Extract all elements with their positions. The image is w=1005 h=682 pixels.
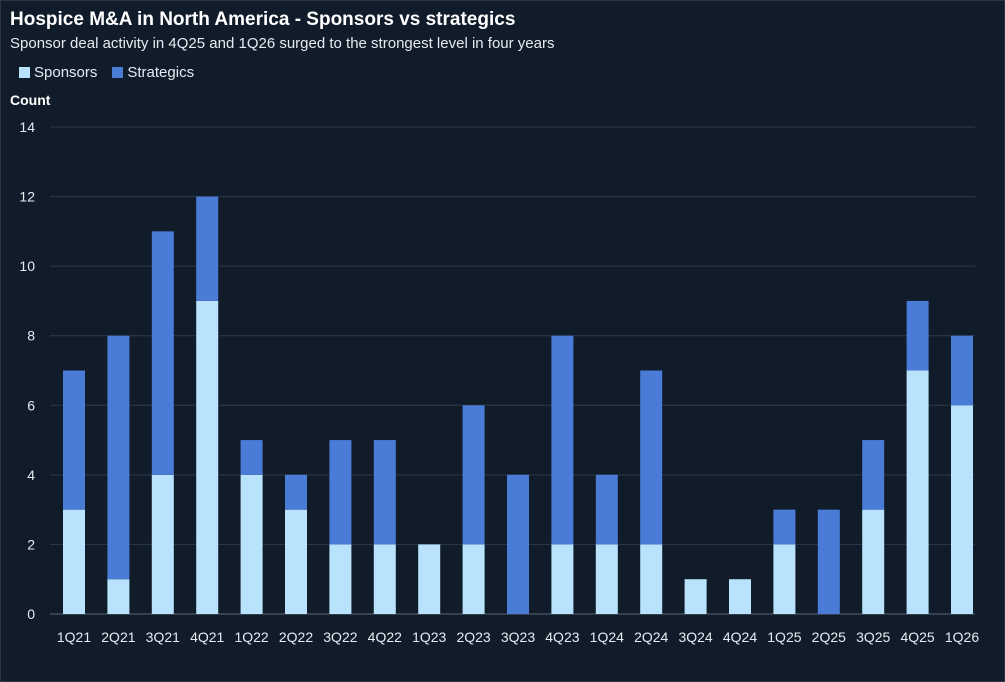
chart-title: Hospice M&A in North America - Sponsors … (10, 9, 516, 30)
legend-label-strategics: Strategics (127, 64, 195, 81)
x-tick-label: 1Q25 (767, 629, 801, 645)
y-tick-label: 12 (19, 189, 35, 205)
chart-legend: Sponsors Strategics (19, 64, 209, 81)
bar-sponsors-4q23 (551, 544, 574, 614)
bar-strategics-4q22 (373, 440, 396, 545)
x-tick-label: 2Q25 (812, 629, 846, 645)
bar-sponsors-3q22 (329, 544, 352, 614)
x-tick-label: 4Q22 (368, 629, 402, 645)
bar-strategics-3q23 (507, 474, 529, 614)
bar-sponsors-1q22 (240, 474, 263, 614)
x-tick-label: 2Q23 (456, 629, 490, 645)
y-tick-label: 10 (19, 258, 35, 274)
bar-sponsors-4q25 (906, 370, 929, 614)
bar-strategics-4q21 (196, 196, 219, 301)
bar-sponsors-1q23 (418, 544, 441, 614)
y-tick-label: 6 (27, 397, 35, 413)
bar-strategics-2q23 (462, 405, 485, 545)
x-tick-label: 3Q24 (678, 629, 712, 645)
bar-strategics-2q21 (107, 335, 130, 580)
bar-strategics-1q26 (951, 335, 973, 406)
x-tick-label: 2Q22 (279, 629, 313, 645)
y-tick-label: 4 (27, 467, 35, 483)
x-tick-label: 4Q23 (545, 629, 579, 645)
bar-sponsors-3q25 (862, 509, 885, 614)
legend-swatch-sponsors (19, 67, 30, 78)
x-tick-label: 3Q25 (856, 629, 890, 645)
x-tick-label: 1Q22 (234, 629, 268, 645)
chart-subtitle: Sponsor deal activity in 4Q25 and 1Q26 s… (10, 35, 555, 52)
legend-item-sponsors: Sponsors (19, 64, 97, 81)
bar-sponsors-1q21 (63, 509, 85, 614)
bar-sponsors-3q24 (684, 579, 707, 614)
bar-strategics-3q21 (151, 231, 174, 475)
x-tick-label: 3Q21 (146, 629, 180, 645)
bar-sponsors-2q21 (107, 579, 130, 614)
bar-sponsors-2q22 (285, 509, 307, 614)
x-tick-label: 2Q21 (101, 629, 135, 645)
x-tick-label: 4Q25 (900, 629, 934, 645)
bar-strategics-1q25 (773, 509, 796, 545)
bar-sponsors-3q21 (151, 474, 174, 614)
legend-label-sponsors: Sponsors (34, 64, 98, 81)
bar-strategics-4q23 (551, 335, 574, 545)
bar-sponsors-2q23 (462, 544, 485, 614)
y-tick-label: 8 (27, 328, 35, 344)
y-axis-label: Count (10, 92, 51, 108)
x-tick-label: 3Q23 (501, 629, 535, 645)
legend-item-strategics: Strategics (112, 64, 194, 81)
bar-sponsors-4q22 (373, 544, 396, 614)
bar-strategics-1q22 (240, 440, 263, 475)
bar-sponsors-2q24 (640, 544, 663, 614)
x-tick-label: 1Q23 (412, 629, 446, 645)
x-tick-label: 4Q24 (723, 629, 757, 645)
legend-swatch-strategics (112, 67, 124, 78)
y-tick-label: 2 (27, 536, 35, 552)
bar-strategics-2q25 (817, 509, 840, 614)
x-tick-label: 1Q24 (590, 629, 624, 645)
bar-strategics-1q21 (63, 370, 85, 510)
bar-strategics-1q24 (595, 474, 618, 545)
y-tick-label: 0 (27, 606, 35, 622)
bar-sponsors-1q25 (773, 544, 796, 614)
bar-sponsors-4q24 (729, 579, 751, 614)
x-tick-label: 2Q24 (634, 629, 668, 645)
bar-sponsors-1q26 (951, 405, 973, 614)
bar-sponsors-4q21 (196, 300, 219, 614)
x-tick-label: 1Q21 (57, 629, 91, 645)
x-tick-label: 1Q26 (945, 629, 979, 645)
x-tick-label: 4Q21 (190, 629, 224, 645)
y-tick-label: 14 (19, 119, 35, 135)
bar-strategics-3q25 (862, 440, 885, 510)
bar-strategics-3q22 (329, 440, 352, 545)
x-tick-label: 3Q22 (323, 629, 357, 645)
bar-strategics-4q25 (906, 300, 929, 371)
bar-strategics-2q22 (285, 474, 307, 510)
bar-strategics-2q24 (640, 370, 663, 545)
bar-sponsors-1q24 (595, 544, 618, 614)
